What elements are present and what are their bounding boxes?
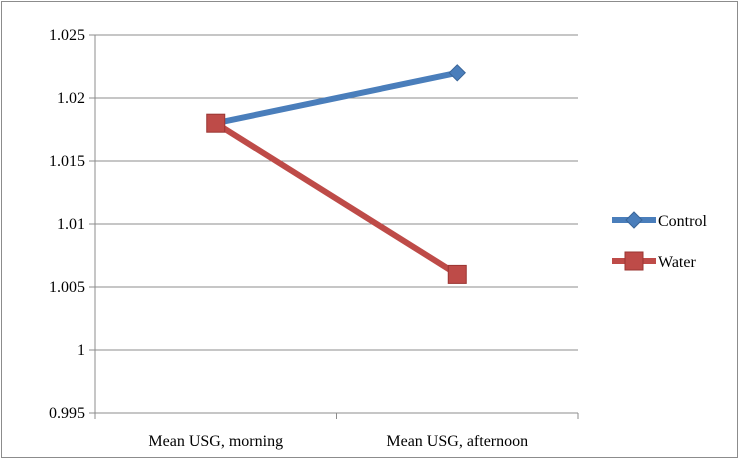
legend-label: Water <box>658 254 696 271</box>
series-lines <box>214 69 459 277</box>
series-line-control <box>215 69 458 127</box>
x-category-labels: Mean USG, morning Mean USG, afternoon <box>148 433 528 450</box>
legend-label: Control <box>658 213 707 230</box>
data-point-water <box>447 264 467 284</box>
legend: Control Water <box>612 211 707 271</box>
legend-item-control: Control <box>612 211 707 230</box>
y-tick-label: 1 <box>77 342 85 359</box>
legend-item-water: Water <box>612 251 696 271</box>
y-tick-labels: 1.025 1.02 1.015 1.01 1.005 1 0.995 <box>49 27 85 422</box>
y-tick-label: 1.015 <box>49 153 85 170</box>
axes <box>89 34 579 419</box>
y-tick-label: 1.025 <box>49 27 85 44</box>
series-markers <box>206 64 467 284</box>
gridlines <box>95 34 578 351</box>
series-line-water <box>214 120 459 277</box>
y-tick-label: 1.01 <box>57 216 85 233</box>
x-category-label: Mean USG, morning <box>148 433 283 450</box>
y-tick-label: 0.995 <box>49 405 85 422</box>
x-category-label: Mean USG, afternoon <box>386 433 528 450</box>
y-tick-label: 1.02 <box>57 90 85 107</box>
legend-marker-control <box>625 211 643 229</box>
data-point-water <box>206 113 226 133</box>
legend-marker-water <box>624 251 644 271</box>
y-tick-label: 1.005 <box>49 279 85 296</box>
data-point-control <box>448 64 466 82</box>
